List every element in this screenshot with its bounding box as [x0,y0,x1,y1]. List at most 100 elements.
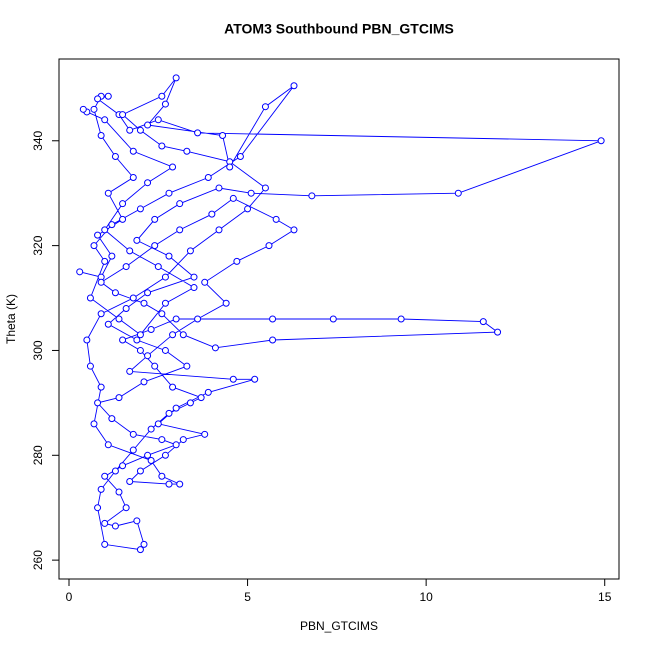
data-point [144,179,152,187]
data-point [97,485,105,493]
data-point [136,205,144,213]
data-point [140,378,148,386]
data-point [233,257,241,265]
data-point [94,399,102,407]
data-point [244,205,252,213]
data-point [179,331,187,339]
data-point [151,362,159,370]
data-point [197,394,205,402]
data-line [79,77,602,551]
data-point [136,331,144,339]
data-point [83,336,91,344]
data-point [111,467,119,475]
data-point [204,173,212,181]
data-point [165,189,173,197]
data-point [94,231,102,239]
data-point [397,315,405,323]
data-point [226,163,234,171]
data-point [176,480,184,488]
data-point [158,472,166,480]
x-tick-label: 10 [419,590,433,604]
data-point [90,105,98,113]
data-point [154,420,162,428]
data-point [190,284,198,292]
y-axis-label: Theta (K) [4,294,18,344]
data-point [151,215,159,223]
data-point [136,346,144,354]
data-point [169,383,177,391]
data-point [108,221,116,229]
y-tick-label: 300 [31,340,45,360]
data-point [161,451,169,459]
data-point [269,315,277,323]
data-point [183,147,191,155]
data-point [136,546,144,554]
data-point [101,116,109,124]
data-point [97,383,105,391]
data-point [158,92,166,100]
data-point [115,315,123,323]
data-point [251,375,259,383]
data-point [165,409,173,417]
chart-title: ATOM3 Southbound PBN_GTCIMS [224,21,454,37]
data-point [140,540,148,548]
data-point [86,294,94,302]
y-tick-label: 340 [31,130,45,150]
data-point [133,336,141,344]
data-point [94,95,102,103]
data-point [211,344,219,352]
data-point [172,441,180,449]
data-point [261,184,269,192]
data-point [169,163,177,171]
data-point [165,480,173,488]
data-point [119,215,127,223]
data-point [194,315,202,323]
data-point [201,430,209,438]
data-point [101,257,109,265]
data-point [76,268,84,276]
data-point [129,294,137,302]
data-point [129,147,137,155]
data-point [126,247,134,255]
data-point [494,328,502,336]
data-point [265,242,273,250]
data-point [129,173,137,181]
data-point [111,289,119,297]
x-axis-label: PBN_GTCIMS [300,619,378,633]
data-point [161,273,169,281]
data-point [90,420,98,428]
data-point [479,318,487,326]
data-point [222,299,230,307]
data-point [101,472,109,480]
data-point [94,504,102,512]
data-point [90,242,98,250]
data-point [154,263,162,271]
data-point [108,415,116,423]
data-point [169,331,177,339]
data-point [115,488,123,496]
data-point [147,425,155,433]
data-point [229,375,237,383]
data-point [154,116,162,124]
data-point [147,457,155,465]
data-point [165,252,173,260]
data-point [136,126,144,134]
data-point [269,336,277,344]
data-point [247,189,255,197]
x-tick-label: 0 [66,590,73,604]
data-point [129,430,137,438]
data-point [133,236,141,244]
data-point [101,226,109,234]
data-point [144,352,152,360]
data-point [144,289,152,297]
data-point [119,336,127,344]
x-tick-label: 5 [244,590,251,604]
data-point [272,215,280,223]
data-point [172,74,180,82]
data-point [179,436,187,444]
data-point [140,299,148,307]
data-point [172,315,180,323]
data-point [158,142,166,150]
data-point [176,226,184,234]
